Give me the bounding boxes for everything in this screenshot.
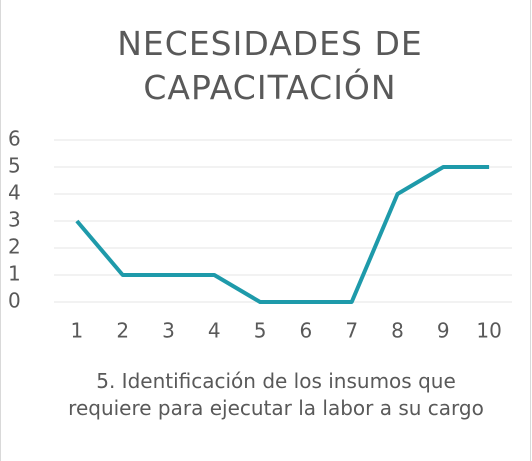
x-tick-label: 2 — [116, 319, 129, 343]
x-tick-label: 4 — [208, 319, 221, 343]
y-tick-label: 5 — [8, 154, 21, 178]
y-tick-label: 2 — [8, 235, 21, 259]
chart-title: NECESIDADES DE CAPACITACIÓN — [117, 24, 423, 107]
y-tick-label: 1 — [8, 262, 21, 286]
y-tick-label: 3 — [8, 208, 21, 232]
data-line — [75, 165, 490, 304]
x-axis-label: 5. Identificación de los insumos que req… — [68, 369, 484, 420]
x-tick-label: 7 — [345, 319, 358, 343]
x-tick-label: 6 — [300, 319, 313, 343]
x-tick-label: 9 — [437, 319, 450, 343]
x-tick-label: 10 — [476, 319, 501, 343]
y-tick-label: 4 — [8, 181, 21, 205]
y-tick-label: 0 — [8, 289, 21, 313]
x-tick-label: 1 — [71, 319, 84, 343]
x-tick-label: 8 — [391, 319, 404, 343]
x-tick-label: 5 — [254, 319, 267, 343]
y-tick-label: 6 — [8, 127, 21, 151]
x-tick-label: 3 — [162, 319, 175, 343]
